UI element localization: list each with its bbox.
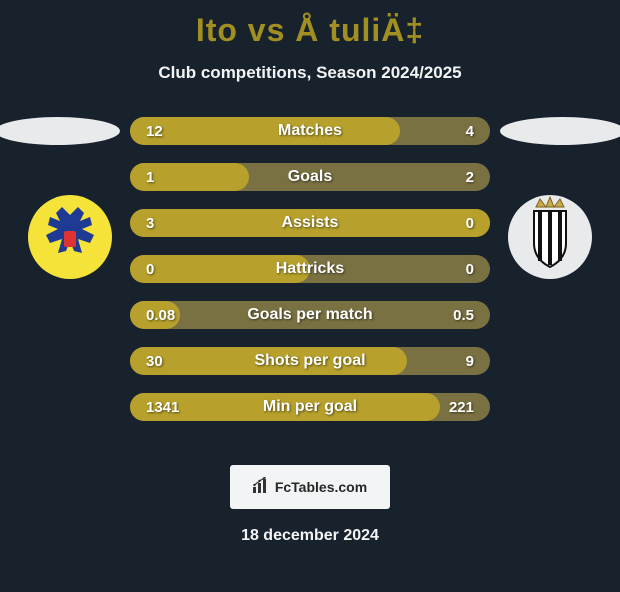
stat-row: Shots per goal309 [130,347,490,375]
brand-panel[interactable]: FcTables.com [230,465,390,509]
stat-value-right: 2 [466,169,474,186]
stat-row: Assists30 [130,209,490,237]
stat-bar-fill [130,255,310,283]
stat-bar-fill [130,301,180,329]
stat-label: Goals per match [130,306,490,324]
club-badge-right [500,187,600,287]
stvv-crest-icon [20,187,120,287]
stat-row: Hattricks00 [130,255,490,283]
page-title: Ito vs Å tuliÄ‡ [0,12,620,49]
footer-date: 18 december 2024 [0,527,620,545]
stat-row: Min per goal1341221 [130,393,490,421]
subtitle: Club competitions, Season 2024/2025 [0,63,620,83]
stat-row: Goals12 [130,163,490,191]
comparison-stage: Matches124 Goals12 Assists30 Hattricks00 Goa… [0,117,620,437]
brand-text: FcTables.com [275,479,367,495]
stat-bar-fill [130,163,249,191]
charleroi-crest-icon [500,187,600,287]
club-badge-left [20,187,120,287]
stat-row: Goals per match0.080.5 [130,301,490,329]
player-ellipse-right [500,117,620,145]
stats-bars: Matches124 Goals12 Assists30 Hattricks00 Goa… [130,117,490,421]
stat-bar-fill [130,209,490,237]
stat-value-right: 9 [466,353,474,370]
stat-value-right: 0.5 [453,307,474,324]
stat-value-right: 221 [449,399,474,416]
player-ellipse-left [0,117,120,145]
stat-value-right: 0 [466,261,474,278]
stat-bar-fill [130,393,440,421]
stat-row: Matches124 [130,117,490,145]
stat-bar-fill [130,347,407,375]
stat-bar-fill [130,117,400,145]
chart-icon [253,477,271,498]
stat-value-right: 4 [466,123,474,140]
